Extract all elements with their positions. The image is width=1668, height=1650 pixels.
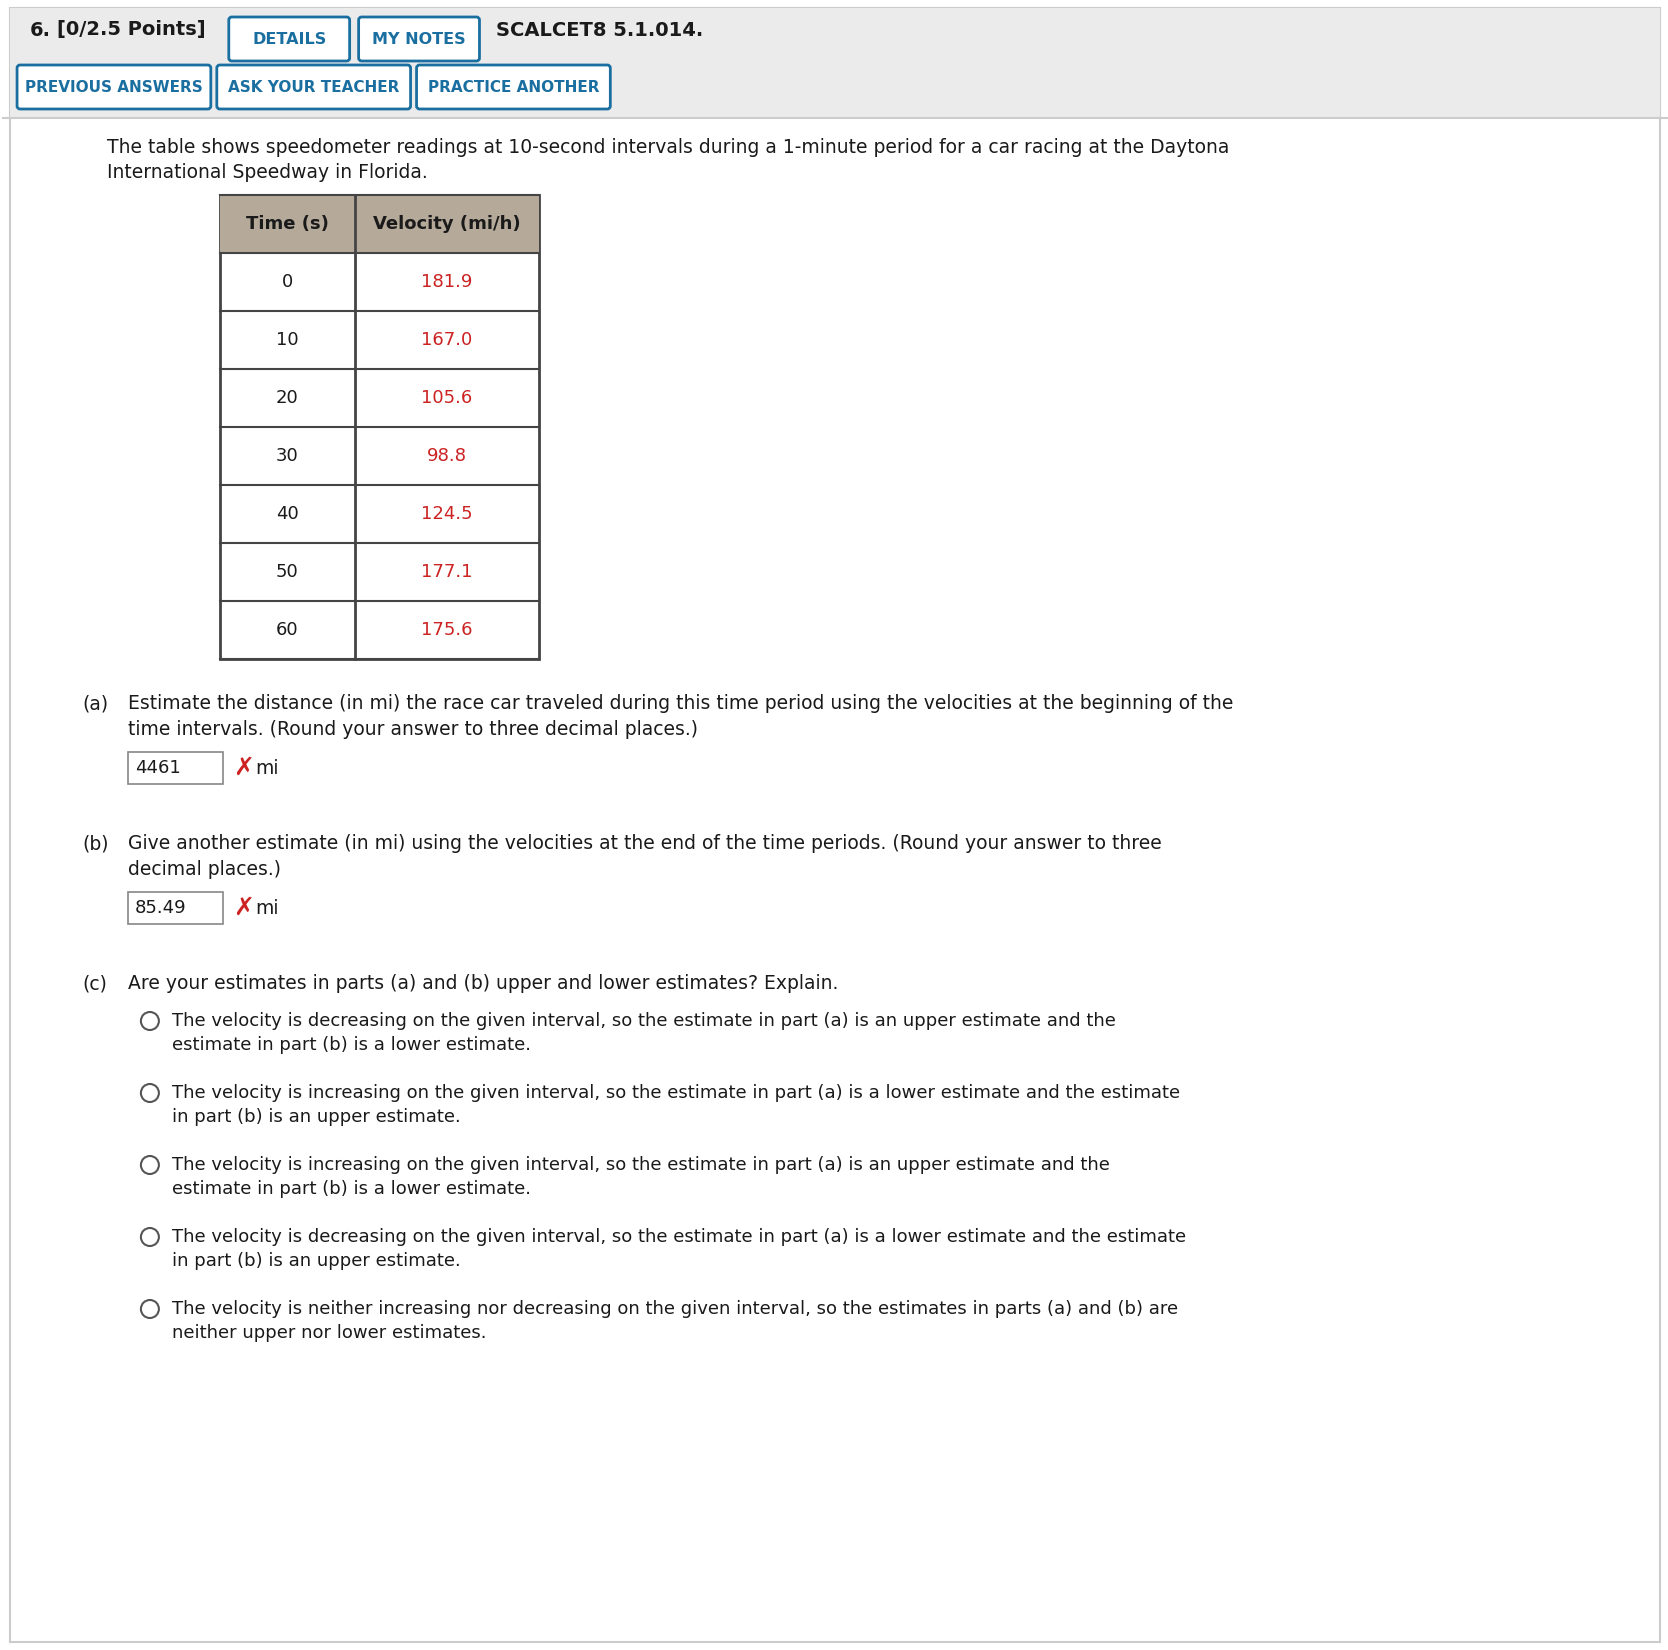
Text: 167.0: 167.0: [422, 332, 472, 350]
Text: (b): (b): [82, 833, 108, 853]
Text: 175.6: 175.6: [422, 620, 472, 639]
Text: 124.5: 124.5: [422, 505, 472, 523]
Text: neither upper nor lower estimates.: neither upper nor lower estimates.: [172, 1323, 487, 1341]
Text: Estimate the distance (in mi) the race car traveled during this time period usin: Estimate the distance (in mi) the race c…: [128, 695, 1233, 713]
Bar: [10, 8, 1660, 119]
Bar: [220, 195, 539, 658]
Text: The velocity is neither increasing nor decreasing on the given interval, so the : The velocity is neither increasing nor d…: [172, 1300, 1178, 1318]
Text: ✗: ✗: [234, 756, 254, 780]
Circle shape: [140, 1300, 158, 1318]
Text: The velocity is increasing on the given interval, so the estimate in part (a) is: The velocity is increasing on the given …: [172, 1084, 1179, 1102]
Text: The table shows speedometer readings at 10-second intervals during a 1-minute pe: The table shows speedometer readings at …: [107, 139, 1229, 157]
Circle shape: [140, 1228, 158, 1246]
Text: 10: 10: [275, 332, 299, 350]
FancyBboxPatch shape: [217, 64, 410, 109]
Text: The velocity is decreasing on the given interval, so the estimate in part (a) is: The velocity is decreasing on the given …: [172, 1011, 1116, 1030]
Text: mi: mi: [255, 899, 279, 917]
Text: PREVIOUS ANSWERS: PREVIOUS ANSWERS: [25, 79, 203, 94]
Text: estimate in part (b) is a lower estimate.: estimate in part (b) is a lower estimate…: [172, 1180, 530, 1198]
Text: (c): (c): [82, 974, 107, 993]
Text: 177.1: 177.1: [422, 563, 472, 581]
Text: 60: 60: [275, 620, 299, 639]
Text: 105.6: 105.6: [422, 389, 472, 408]
Text: 4461: 4461: [135, 759, 180, 777]
Text: Are your estimates in parts (a) and (b) upper and lower estimates? Explain.: Are your estimates in parts (a) and (b) …: [128, 974, 839, 993]
Text: 30: 30: [275, 447, 299, 465]
Text: DETAILS: DETAILS: [252, 31, 327, 46]
FancyBboxPatch shape: [417, 64, 610, 109]
Text: 0: 0: [282, 272, 294, 290]
FancyBboxPatch shape: [17, 64, 210, 109]
Text: 85.49: 85.49: [135, 899, 187, 917]
Circle shape: [140, 1084, 158, 1102]
Bar: [128, 752, 224, 784]
Text: International Speedway in Florida.: International Speedway in Florida.: [107, 163, 427, 182]
Text: time intervals. (Round your answer to three decimal places.): time intervals. (Round your answer to th…: [128, 719, 697, 739]
Text: SCALCET8 5.1.014.: SCALCET8 5.1.014.: [497, 20, 704, 40]
Text: 98.8: 98.8: [427, 447, 467, 465]
Text: Give another estimate (in mi) using the velocities at the end of the time period: Give another estimate (in mi) using the …: [128, 833, 1161, 853]
Text: mi: mi: [255, 759, 279, 777]
Text: MY NOTES: MY NOTES: [372, 31, 465, 46]
Text: Time (s): Time (s): [245, 214, 329, 233]
Text: 20: 20: [275, 389, 299, 408]
Bar: [128, 893, 224, 924]
Text: (a): (a): [82, 695, 108, 713]
Text: The velocity is increasing on the given interval, so the estimate in part (a) is: The velocity is increasing on the given …: [172, 1157, 1109, 1175]
Text: decimal places.): decimal places.): [128, 860, 280, 879]
Text: in part (b) is an upper estimate.: in part (b) is an upper estimate.: [172, 1252, 460, 1270]
Text: Velocity (mi/h): Velocity (mi/h): [374, 214, 520, 233]
Text: ✗: ✗: [234, 896, 254, 921]
Text: 6.: 6.: [30, 20, 52, 40]
Text: 40: 40: [275, 505, 299, 523]
Circle shape: [140, 1157, 158, 1175]
Text: estimate in part (b) is a lower estimate.: estimate in part (b) is a lower estimate…: [172, 1036, 530, 1054]
Text: in part (b) is an upper estimate.: in part (b) is an upper estimate.: [172, 1109, 460, 1125]
Text: 181.9: 181.9: [422, 272, 472, 290]
Bar: [220, 195, 539, 252]
Text: PRACTICE ANOTHER: PRACTICE ANOTHER: [427, 79, 599, 94]
FancyBboxPatch shape: [359, 16, 479, 61]
FancyBboxPatch shape: [229, 16, 350, 61]
Text: [0/2.5 Points]: [0/2.5 Points]: [57, 20, 205, 40]
Text: ASK YOUR TEACHER: ASK YOUR TEACHER: [229, 79, 399, 94]
Circle shape: [140, 1011, 158, 1030]
Text: The velocity is decreasing on the given interval, so the estimate in part (a) is: The velocity is decreasing on the given …: [172, 1228, 1186, 1246]
Text: 50: 50: [275, 563, 299, 581]
